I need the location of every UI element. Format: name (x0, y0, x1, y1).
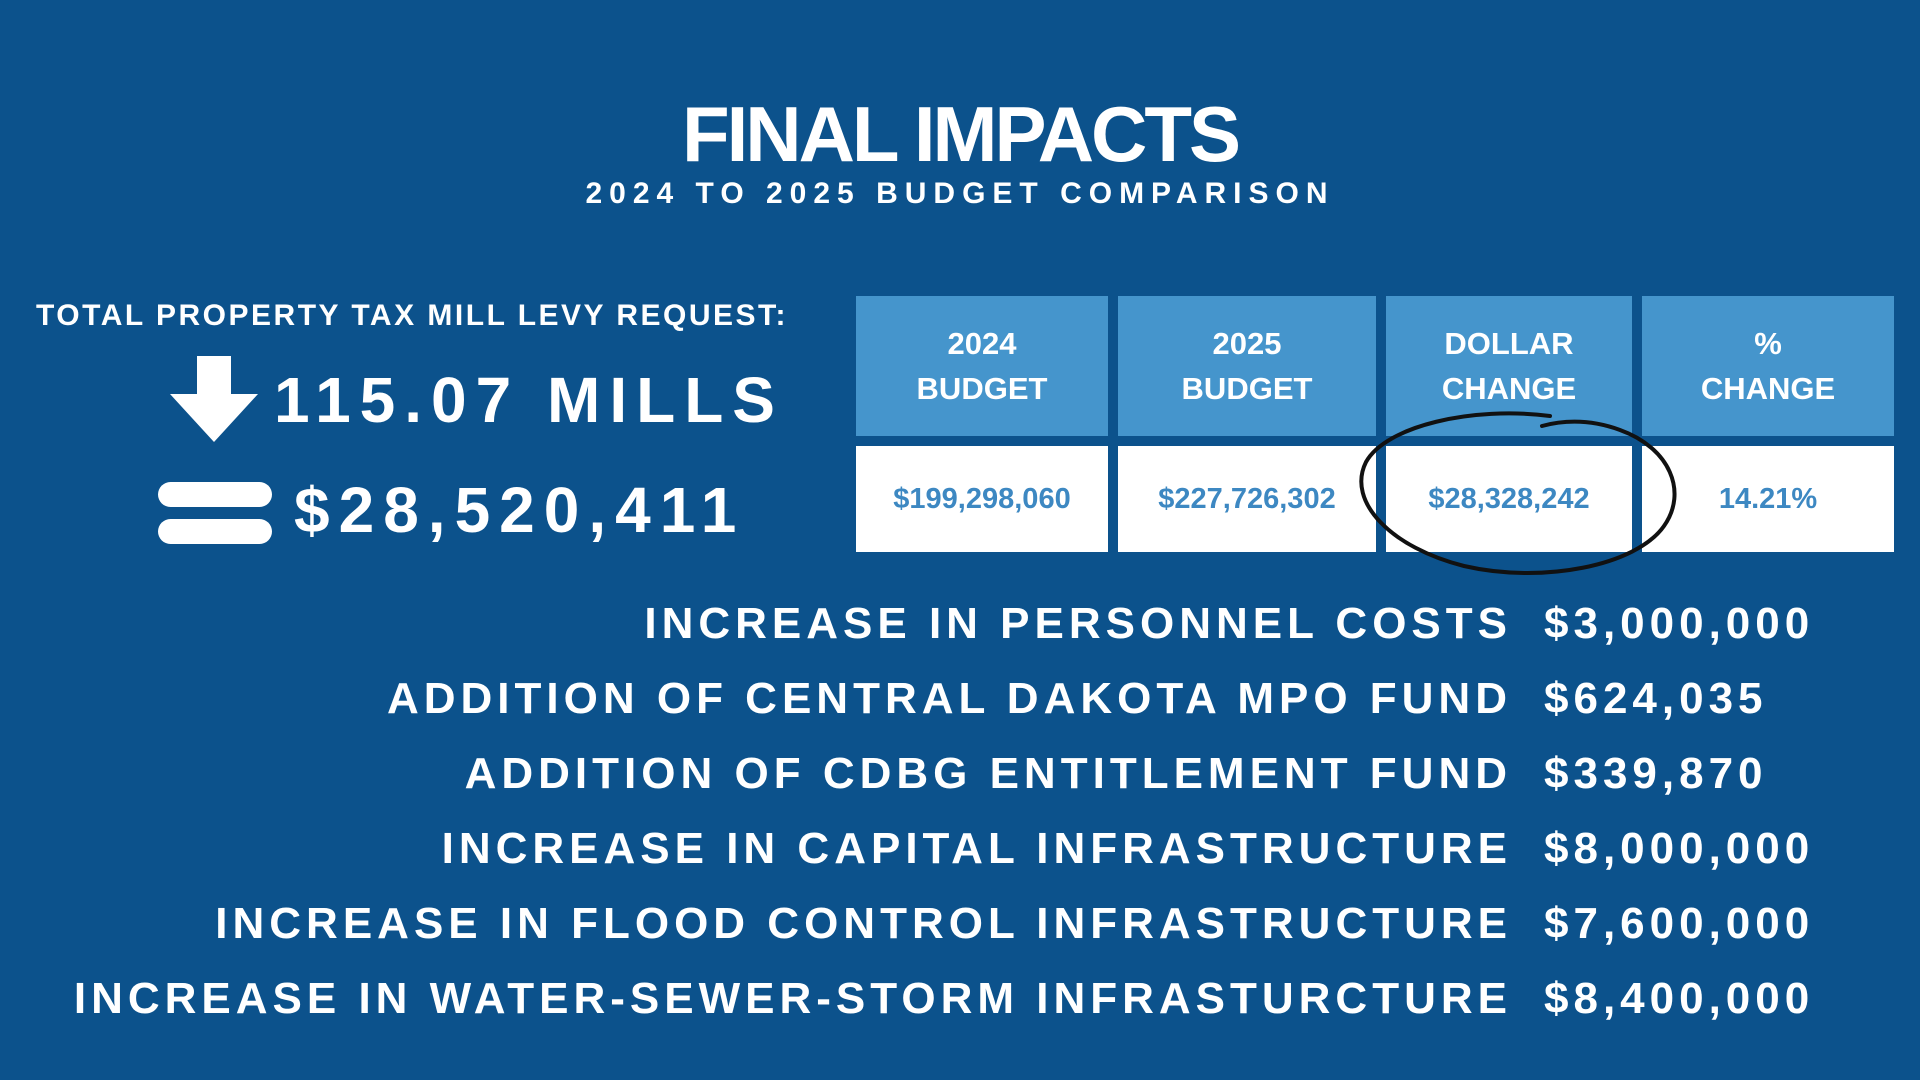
list-item: ADDITION OF CENTRAL DAKOTA MPO FUND $624… (0, 667, 1920, 733)
item-amount: $624,035 (1544, 674, 1768, 723)
mills-value: 115.07 MILLS (274, 364, 784, 436)
item-label: ADDITION OF CENTRAL DAKOTA MPO FUND (386, 674, 1512, 723)
header-line: DOLLAR (1444, 326, 1574, 361)
arrow-down-icon (170, 356, 258, 442)
item-label: INCREASE IN WATER-SEWER-STORM INFRASTURC… (73, 974, 1512, 1023)
header-line: CHANGE (1700, 371, 1836, 406)
amount-row: $28,520,411 (158, 468, 830, 560)
value-2025-budget: $227,726,302 (1118, 446, 1376, 552)
header-line: BUDGET (1181, 371, 1313, 406)
header-line: 2024 (947, 326, 1017, 361)
equals-icon (158, 482, 272, 544)
value-2024-budget: $199,298,060 (856, 446, 1108, 552)
header-line: BUDGET (916, 371, 1048, 406)
header-2024-budget: 2024 BUDGET (856, 296, 1108, 436)
equals-bar-top (158, 482, 272, 507)
list-item: INCREASE IN WATER-SEWER-STORM INFRASTURC… (0, 967, 1920, 1033)
value-dollar-change: $28,328,242 (1386, 446, 1632, 552)
mill-levy-label: TOTAL PROPERTY TAX MILL LEVY REQUEST: (36, 299, 789, 332)
header-2025-budget: 2025 BUDGET (1118, 296, 1376, 436)
page-title: FINAL IMPACTS (681, 90, 1241, 178)
levy-amount-value: $28,520,411 (294, 474, 746, 546)
item-amount: $3,000,000 (1544, 599, 1815, 648)
item-amount: $7,600,000 (1544, 899, 1815, 948)
list-item: INCREASE IN FLOOD CONTROL INFRASTRUCTURE… (0, 892, 1920, 958)
header-line: % (1754, 326, 1782, 361)
page-subtitle: 2024 TO 2025 BUDGET COMPARISON (585, 177, 1335, 210)
header-percent-change: % CHANGE (1642, 296, 1894, 436)
budget-comparison-table: 2024 BUDGET 2025 BUDGET DOLLAR CHANGE % CHAN… (856, 296, 1894, 552)
header-line: 2025 (1212, 326, 1282, 361)
equals-bar-bottom (158, 519, 272, 544)
header-dollar-change: DOLLAR CHANGE (1386, 296, 1632, 436)
item-label: INCREASE IN CAPITAL INFRASTRUCTURE (441, 824, 1512, 873)
header-line: CHANGE (1441, 371, 1577, 406)
list-item: INCREASE IN PERSONNEL COSTS $3,000,000 (0, 592, 1920, 658)
value-percent-change: 14.21% (1642, 446, 1894, 552)
item-label: INCREASE IN PERSONNEL COSTS (644, 599, 1512, 648)
item-amount: $8,400,000 (1544, 974, 1815, 1023)
item-label: ADDITION OF CDBG ENTITLEMENT FUND (464, 749, 1512, 798)
list-item: INCREASE IN CAPITAL INFRASTRUCTURE $8,00… (0, 817, 1920, 883)
list-item: ADDITION OF CDBG ENTITLEMENT FUND $339,8… (0, 742, 1920, 808)
item-amount: $339,870 (1544, 749, 1768, 798)
item-amount: $8,000,000 (1544, 824, 1815, 873)
item-label: INCREASE IN FLOOD CONTROL INFRASTRUCTURE (215, 899, 1512, 948)
mills-row: 115.07 MILLS (170, 356, 830, 446)
